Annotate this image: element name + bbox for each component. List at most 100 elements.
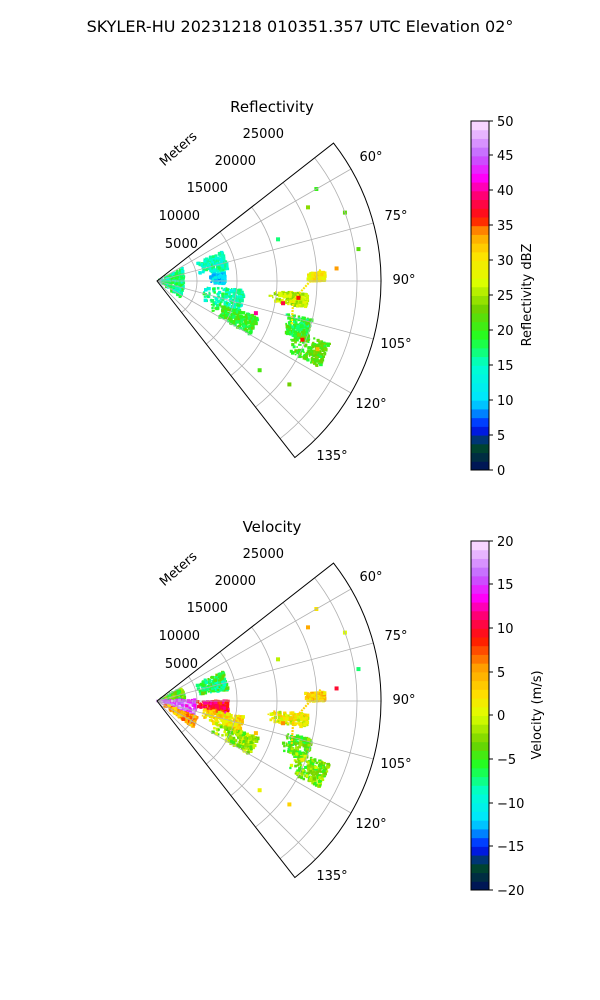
- velocity-range-ring: [279, 577, 358, 859]
- velocity-colorbar: −20 −15 −10 −5 0 5 10 15 20 Velocity (m/…: [470, 535, 545, 899]
- reflectivity-colorbar-band: [471, 216, 489, 227]
- velocity-range-ring: [255, 602, 318, 828]
- velocity-range-tick-20000: 20000: [215, 574, 256, 589]
- velocity-azimuth-line: [156, 700, 352, 814]
- reflectivity-range-tick-10000: 10000: [159, 209, 200, 224]
- reflectivity-colorbar-band: [471, 452, 489, 462]
- velocity-colorbar-band: [471, 759, 489, 769]
- reflectivity-grid: [156, 157, 381, 440]
- reflectivity-echo-region: [306, 270, 327, 283]
- velocity-colorbar-band: [471, 628, 489, 638]
- reflectivity-angle-tick-75: 75°: [384, 209, 407, 224]
- reflectivity-range-ring: [255, 182, 318, 408]
- velocity-colorbar-band: [471, 584, 489, 594]
- reflectivity-azimuth-line: [156, 168, 352, 282]
- reflectivity-range-ring: [279, 157, 358, 439]
- reflectivity-colorbar-tick: 5: [497, 429, 505, 444]
- reflectivity-colorbar-tick: 35: [497, 219, 514, 234]
- reflectivity-colorbar-band: [471, 260, 489, 270]
- velocity-data-layer: [155, 607, 361, 807]
- reflectivity-title: Reflectivity: [230, 98, 314, 116]
- velocity-echo-point: [356, 667, 361, 672]
- reflectivity-echo-point: [257, 368, 262, 373]
- reflectivity-range-ring: [181, 256, 198, 313]
- velocity-colorbar-band: [471, 602, 489, 612]
- reflectivity-echo-point: [296, 295, 301, 300]
- velocity-echo-point: [202, 700, 207, 705]
- reflectivity-range-ring: [206, 231, 238, 345]
- velocity-colorbar-band: [471, 541, 489, 551]
- velocity-colorbar-tick: −10: [497, 797, 524, 812]
- velocity-colorbar-band: [471, 663, 489, 673]
- reflectivity-colorbar-band: [471, 461, 489, 471]
- velocity-colorbar-band: [471, 671, 489, 682]
- reflectivity-colorbar-tick: 20: [497, 324, 514, 339]
- figure-title: SKYLER-HU 20231218 010351.357 UTC Elevat…: [87, 17, 514, 36]
- velocity-colorbar-band: [471, 567, 489, 577]
- velocity-echo-point: [300, 757, 305, 762]
- reflectivity-colorbar-band: [471, 295, 489, 305]
- reflectivity-colorbar-tick: 0: [497, 464, 505, 479]
- velocity-colorbar-band: [471, 776, 489, 786]
- velocity-colorbar-tick: −5: [497, 753, 516, 768]
- velocity-echo-point: [214, 704, 219, 709]
- velocity-echo-region: [195, 670, 230, 696]
- velocity-range-tick-10000: 10000: [159, 629, 200, 644]
- reflectivity-colorbar-gradient: [471, 121, 489, 471]
- velocity-echo-region: [267, 710, 310, 729]
- velocity-angle-tick-90: 90°: [392, 693, 415, 708]
- velocity-title: Velocity: [243, 518, 302, 536]
- velocity-range-tick-5000: 5000: [165, 657, 198, 672]
- reflectivity-colorbar-band: [471, 382, 489, 392]
- velocity-angle-tick-120: 120°: [355, 817, 386, 832]
- velocity-colorbar-band: [471, 645, 489, 655]
- velocity-colorbar-tick: −20: [497, 884, 524, 899]
- reflectivity-radius-label: Meters: [157, 129, 201, 170]
- velocity-colorbar-band: [471, 750, 489, 760]
- reflectivity-colorbar-label: Reflectivity dBZ: [520, 244, 535, 347]
- reflectivity-angle-tick-90: 90°: [392, 273, 415, 288]
- velocity-colorbar-band: [471, 741, 489, 751]
- velocity-colorbar-band: [471, 811, 489, 821]
- reflectivity-range-tick-20000: 20000: [215, 154, 256, 169]
- velocity-colorbar-label: Velocity (m/s): [530, 670, 545, 759]
- velocity-colorbar-band: [471, 846, 489, 856]
- velocity-colorbar-band: [471, 820, 489, 830]
- velocity-angle-tick-75: 75°: [384, 629, 407, 644]
- reflectivity-colorbar-band: [471, 365, 489, 375]
- velocity-radius-label: Meters: [157, 549, 201, 590]
- velocity-colorbar-band: [471, 837, 489, 847]
- velocity-echo-region: [289, 750, 331, 788]
- velocity-colorbar-band: [471, 680, 489, 690]
- velocity-sector-frame: [156, 562, 382, 879]
- velocity-colorbar-band: [471, 881, 489, 891]
- velocity-range-ring: [230, 626, 278, 796]
- velocity-colorbar-band: [471, 549, 489, 559]
- velocity-colorbar-band: [471, 767, 489, 778]
- reflectivity-sector-frame: [156, 142, 382, 459]
- velocity-azimuth-line: [156, 642, 374, 702]
- velocity-colorbar-band: [471, 698, 489, 708]
- reflectivity-colorbar: 0 5 10 15 20 25 30 35 40 45 50 Reflectiv…: [470, 115, 535, 479]
- velocity-colorbar-tick: 20: [497, 535, 514, 550]
- reflectivity-angle-tick-105: 105°: [380, 337, 411, 352]
- reflectivity-colorbar-band: [471, 330, 489, 340]
- reflectivity-colorbar-band: [471, 339, 489, 349]
- reflectivity-range-tick-25000: 25000: [243, 127, 284, 142]
- reflectivity-colorbar-band: [471, 269, 489, 279]
- velocity-colorbar-band: [471, 785, 489, 795]
- velocity-colorbar-band: [471, 732, 489, 743]
- reflectivity-colorbar-band: [471, 129, 489, 139]
- reflectivity-colorbar-band: [471, 243, 489, 253]
- reflectivity-azimuth-line: [156, 222, 374, 282]
- velocity-colorbar-band: [471, 636, 489, 647]
- reflectivity-angle-tick-120: 120°: [355, 397, 386, 412]
- reflectivity-colorbar-band: [471, 234, 489, 244]
- reflectivity-azimuth-line: [156, 280, 316, 440]
- velocity-echo-point: [334, 686, 339, 691]
- velocity-colorbar-band: [471, 575, 489, 586]
- velocity-colorbar-band: [471, 863, 489, 874]
- velocity-colorbar-gradient: [471, 541, 489, 891]
- reflectivity-colorbar-band: [471, 426, 489, 436]
